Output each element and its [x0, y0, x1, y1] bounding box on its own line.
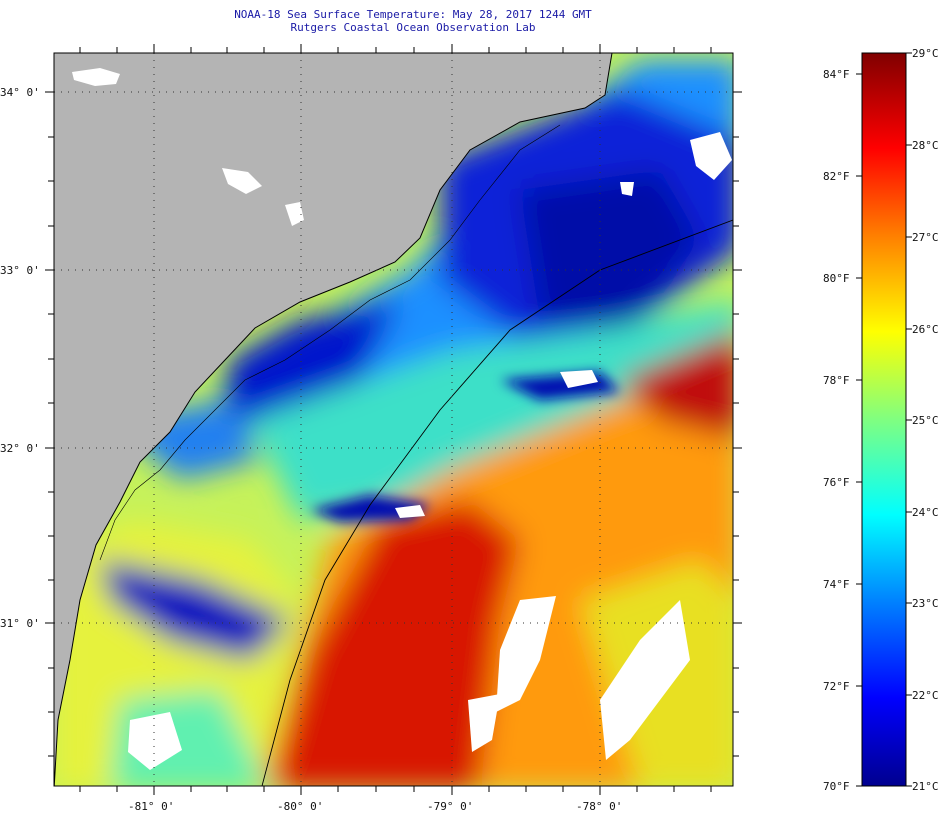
- colorbar: [861, 52, 907, 787]
- map-subtitle: Rutgers Coastal Ocean Observation Lab: [290, 21, 536, 34]
- colorbar-f-label: 72°F: [823, 680, 850, 693]
- colorbar-c-label: 26°C: [912, 323, 939, 336]
- colorbar-f-label: 82°F: [823, 170, 850, 183]
- colorbar-c-label: 23°C: [912, 597, 939, 610]
- map-frame: [53, 52, 734, 787]
- lon-label-78: -78° 0': [576, 800, 623, 813]
- lon-label-80: -80° 0': [277, 800, 324, 813]
- colorbar-f-label: 80°F: [823, 272, 850, 285]
- colorbar-c-label: 28°C: [912, 139, 939, 152]
- cloud-patches: [72, 68, 732, 770]
- colorbar-f-label: 76°F: [823, 476, 850, 489]
- colorbar-f-label: 84°F: [823, 68, 850, 81]
- colorbar-c-label: 25°C: [912, 414, 939, 427]
- lat-label-32: 32° 0': [0, 442, 40, 455]
- shelf-contour-line: [99, 124, 561, 561]
- lon-label-81: -81° 0': [128, 800, 175, 813]
- colorbar-c-label: 29°C: [912, 47, 939, 60]
- axis-ticks: [45, 44, 742, 795]
- colorbar-ticks: [856, 52, 912, 787]
- depth-contour-line: [261, 219, 733, 786]
- colorbar-c-label: 24°C: [912, 506, 939, 519]
- lat-label-34: 34° 0': [0, 86, 40, 99]
- colorbar-c-label: 27°C: [912, 231, 939, 244]
- lat-label-33: 33° 0': [0, 264, 40, 277]
- lon-label-79: -79° 0': [427, 800, 474, 813]
- colorbar-c-label: 21°C: [912, 780, 939, 793]
- land-mass: [54, 53, 613, 786]
- map-title: NOAA-18 Sea Surface Temperature: May 28,…: [234, 8, 592, 21]
- colorbar-c-label: 22°C: [912, 689, 939, 702]
- lat-label-31: 31° 0': [0, 617, 40, 630]
- colorbar-f-label: 70°F: [823, 780, 850, 793]
- colorbar-f-label: 74°F: [823, 578, 850, 591]
- colorbar-f-label: 78°F: [823, 374, 850, 387]
